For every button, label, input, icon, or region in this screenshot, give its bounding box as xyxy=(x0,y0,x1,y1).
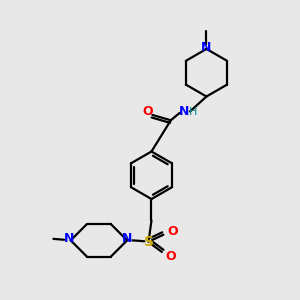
Text: S: S xyxy=(143,235,154,249)
Text: N: N xyxy=(178,106,189,118)
Text: O: O xyxy=(142,106,153,118)
Text: O: O xyxy=(165,250,175,263)
Text: N: N xyxy=(201,41,212,54)
Text: N: N xyxy=(64,232,74,245)
Text: H: H xyxy=(189,107,197,117)
Text: N: N xyxy=(122,232,132,245)
Text: O: O xyxy=(167,225,178,238)
